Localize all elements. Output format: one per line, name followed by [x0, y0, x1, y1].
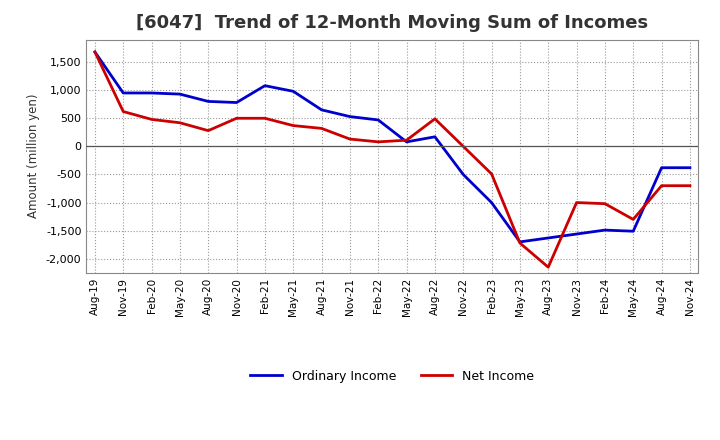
- Net Income: [459, 144, 467, 149]
- Net Income: [91, 49, 99, 55]
- Net Income: [572, 200, 581, 205]
- Net Income: [685, 183, 694, 188]
- Line: Net Income: Net Income: [95, 52, 690, 267]
- Ordinary Income: [459, 172, 467, 177]
- Ordinary Income: [572, 231, 581, 237]
- Line: Ordinary Income: Ordinary Income: [95, 52, 690, 242]
- Net Income: [544, 264, 552, 270]
- Ordinary Income: [431, 134, 439, 139]
- Net Income: [318, 126, 326, 131]
- Ordinary Income: [657, 165, 666, 170]
- Net Income: [516, 240, 524, 246]
- Net Income: [600, 201, 609, 206]
- Net Income: [487, 171, 496, 176]
- Net Income: [119, 109, 127, 114]
- Net Income: [629, 217, 637, 222]
- Ordinary Income: [516, 239, 524, 245]
- Net Income: [374, 139, 382, 144]
- Legend: Ordinary Income, Net Income: Ordinary Income, Net Income: [246, 365, 539, 388]
- Ordinary Income: [119, 90, 127, 95]
- Ordinary Income: [487, 200, 496, 205]
- Ordinary Income: [91, 49, 99, 55]
- Net Income: [261, 116, 269, 121]
- Net Income: [289, 123, 297, 128]
- Ordinary Income: [600, 227, 609, 233]
- Ordinary Income: [544, 235, 552, 241]
- Ordinary Income: [261, 83, 269, 88]
- Net Income: [148, 117, 156, 122]
- Ordinary Income: [148, 90, 156, 95]
- Ordinary Income: [402, 139, 411, 144]
- Net Income: [233, 116, 241, 121]
- Net Income: [176, 120, 184, 125]
- Net Income: [204, 128, 212, 133]
- Title: [6047]  Trend of 12-Month Moving Sum of Incomes: [6047] Trend of 12-Month Moving Sum of I…: [136, 15, 649, 33]
- Net Income: [431, 116, 439, 121]
- Ordinary Income: [204, 99, 212, 104]
- Ordinary Income: [346, 114, 354, 119]
- Ordinary Income: [176, 92, 184, 97]
- Net Income: [657, 183, 666, 188]
- Net Income: [346, 136, 354, 142]
- Ordinary Income: [318, 107, 326, 113]
- Ordinary Income: [685, 165, 694, 170]
- Ordinary Income: [629, 228, 637, 234]
- Net Income: [402, 138, 411, 143]
- Ordinary Income: [289, 88, 297, 94]
- Ordinary Income: [233, 100, 241, 105]
- Ordinary Income: [374, 117, 382, 123]
- Y-axis label: Amount (million yen): Amount (million yen): [27, 94, 40, 218]
